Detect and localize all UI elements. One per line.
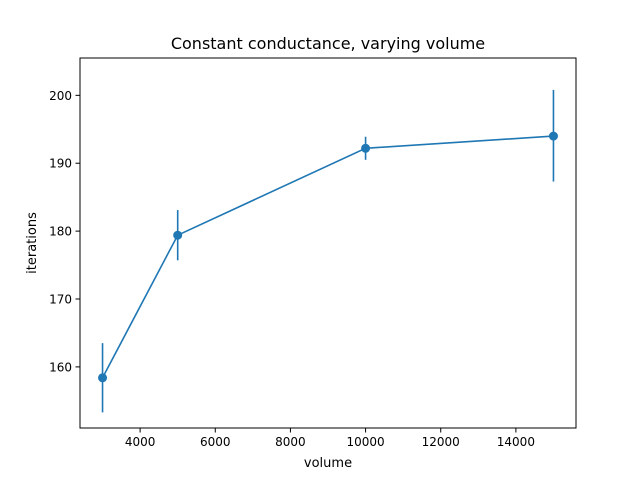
axes-frame bbox=[79, 57, 577, 429]
x-tick-label: 6000 bbox=[200, 435, 231, 449]
y-axis-ticks: 160 170 180 190 200 bbox=[49, 89, 80, 374]
y-tick-label: 190 bbox=[49, 157, 72, 171]
x-tick-label: 10000 bbox=[346, 435, 384, 449]
x-axis-ticks: 4000 6000 8000 10000 12000 14000 bbox=[125, 428, 535, 449]
data-point bbox=[548, 131, 558, 141]
x-tick-label: 8000 bbox=[275, 435, 306, 449]
x-axis-label: volume bbox=[304, 456, 352, 471]
series-layer bbox=[98, 89, 558, 413]
y-axis-label: iterations bbox=[25, 212, 40, 274]
data-point bbox=[361, 143, 371, 153]
data-point bbox=[98, 373, 108, 383]
y-tick-label: 180 bbox=[49, 225, 72, 239]
chart-title: Constant conductance, varying volume bbox=[171, 34, 485, 53]
y-tick-label: 160 bbox=[49, 360, 72, 374]
y-tick-label: 200 bbox=[49, 89, 72, 103]
series-line bbox=[101, 135, 554, 379]
x-tick-label: 4000 bbox=[125, 435, 156, 449]
x-tick-label: 14000 bbox=[497, 435, 535, 449]
x-tick-label: 12000 bbox=[422, 435, 460, 449]
y-tick-label: 170 bbox=[49, 293, 72, 307]
data-point bbox=[173, 230, 183, 240]
